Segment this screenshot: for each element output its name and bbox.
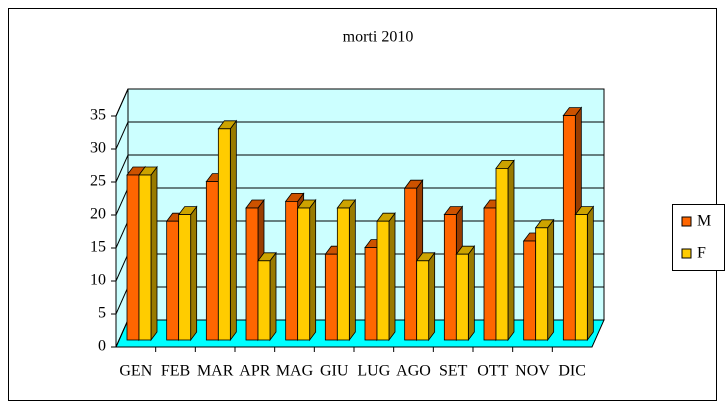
bar-side bbox=[150, 165, 158, 342]
chart-title: morti 2010 bbox=[343, 29, 414, 46]
x-tick-label: LUG bbox=[357, 363, 390, 380]
bar-side bbox=[269, 251, 277, 342]
bar bbox=[297, 207, 311, 341]
bar-side bbox=[348, 198, 356, 342]
y-tick-label: 0 bbox=[98, 338, 106, 355]
y-tick-label: 20 bbox=[90, 206, 106, 223]
bar bbox=[535, 227, 549, 341]
bar bbox=[285, 200, 299, 341]
legend-label: M bbox=[697, 213, 711, 230]
bar bbox=[443, 214, 457, 341]
bar bbox=[324, 253, 338, 341]
x-tick-label: SET bbox=[439, 363, 468, 380]
bar-side bbox=[190, 205, 198, 342]
bar bbox=[257, 260, 271, 341]
y-tick-label: 25 bbox=[90, 173, 106, 190]
grid-line bbox=[115, 88, 604, 117]
bar bbox=[495, 167, 509, 341]
bar bbox=[245, 207, 259, 341]
bar-side bbox=[428, 251, 436, 342]
bar bbox=[404, 187, 418, 341]
bar-side bbox=[229, 119, 237, 342]
legend-box bbox=[672, 204, 725, 271]
bar-side bbox=[467, 244, 475, 342]
bar bbox=[138, 174, 152, 341]
bar bbox=[483, 207, 497, 341]
grid-line bbox=[115, 121, 604, 150]
bar bbox=[376, 220, 390, 341]
legend-label: F bbox=[697, 245, 706, 262]
grid-line bbox=[115, 154, 604, 183]
bar bbox=[178, 214, 192, 341]
bar bbox=[416, 260, 430, 341]
x-tick-label: OTT bbox=[477, 363, 508, 380]
bar bbox=[455, 253, 469, 341]
bar-side bbox=[507, 159, 515, 342]
bar-side bbox=[388, 211, 396, 342]
bar bbox=[205, 181, 219, 341]
x-tick-label: APR bbox=[239, 363, 270, 380]
bar bbox=[336, 207, 350, 341]
bar bbox=[364, 247, 378, 341]
x-tick-label: GIU bbox=[320, 363, 349, 380]
x-tick-label: NOV bbox=[515, 363, 550, 380]
y-tick-label: 10 bbox=[90, 272, 106, 289]
bar bbox=[126, 174, 140, 341]
bar bbox=[562, 115, 576, 341]
bar bbox=[523, 240, 537, 341]
legend-swatch bbox=[681, 216, 692, 227]
bar-side bbox=[309, 198, 317, 342]
bar-side bbox=[586, 205, 594, 342]
y-tick-label: 30 bbox=[90, 140, 106, 157]
x-tick-label: DIC bbox=[558, 363, 586, 380]
x-tick-label: MAG bbox=[276, 363, 314, 380]
bar bbox=[166, 220, 180, 341]
y-tick-label: 5 bbox=[98, 305, 106, 322]
bar bbox=[574, 214, 588, 341]
y-tick-label: 35 bbox=[90, 107, 106, 124]
legend-swatch bbox=[681, 248, 692, 259]
x-tick-label: AGO bbox=[396, 363, 431, 380]
y-tick-label: 15 bbox=[90, 239, 106, 256]
side-wall bbox=[115, 88, 129, 348]
x-tick-label: FEB bbox=[161, 363, 190, 380]
bar bbox=[217, 128, 231, 341]
x-tick-label: GEN bbox=[119, 363, 152, 380]
bar-side bbox=[547, 218, 555, 342]
x-tick-label: MAR bbox=[197, 363, 234, 380]
